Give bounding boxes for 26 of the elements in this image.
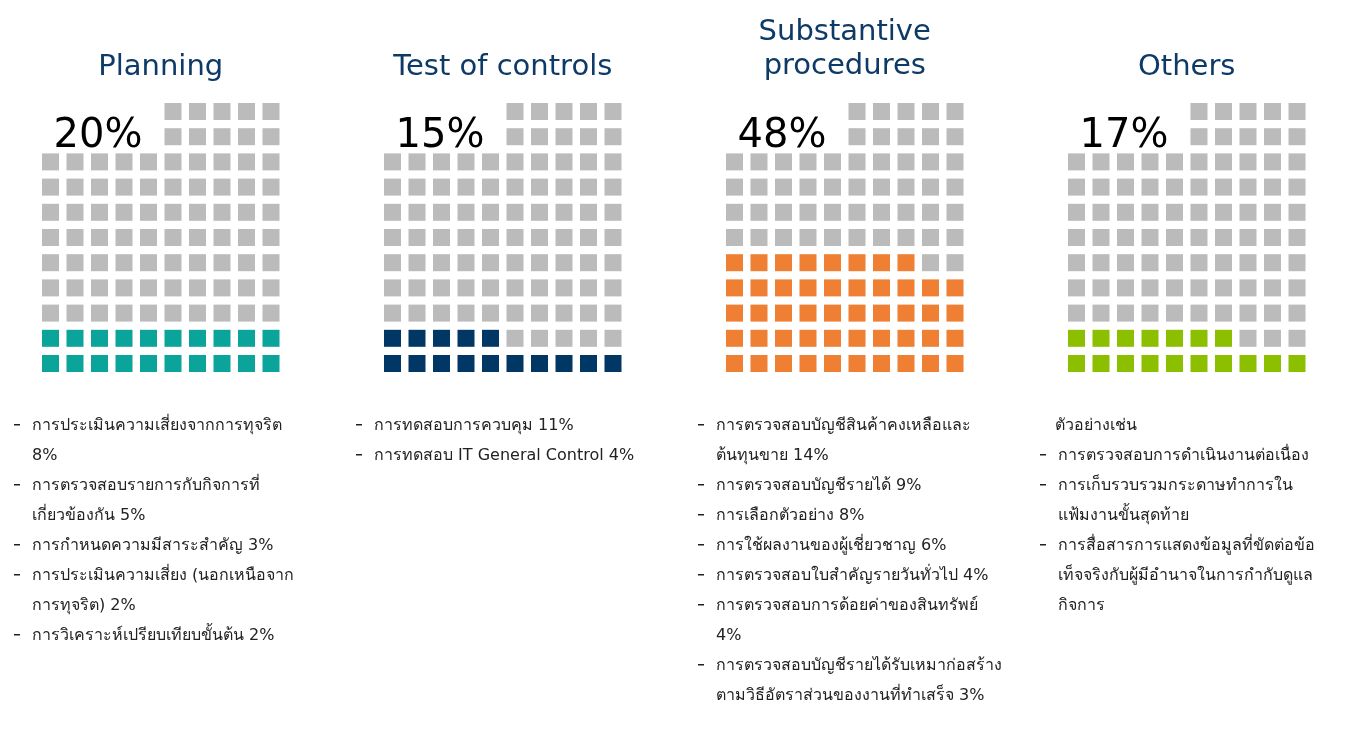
text: การทดสอบการควบคุม 11%	[374, 415, 574, 435]
text: การตรวจสอบการด้อยค่าของสินทรัพย์ 4%	[716, 595, 978, 644]
text: การตรวจสอบบัญชีรายได้รับเหมาก่อสร้างตามวิธีอัตราส่วนของงานที่ทำเสร็จ 3%	[716, 655, 1002, 704]
text: การเลือกตัวอย่าง 8%	[716, 505, 865, 524]
text: Planning	[98, 48, 224, 82]
text: การตรวจสอบการดำเนินงานต่อเนื่อง	[1058, 443, 1309, 464]
text: Substantive procedures	[758, 13, 931, 81]
text: Test of controls	[392, 48, 613, 82]
data-label: 15%	[395, 110, 485, 156]
text: การตรวจสอบบัญชีรายได้ 9%	[716, 475, 922, 494]
text: Others	[1138, 48, 1236, 82]
text: การประเมินความเสี่ยงจากการทุจริต 8%	[32, 413, 282, 464]
text: การตรวจสอบใบสำคัญรายวันทั่วไป 4%	[716, 563, 989, 584]
data-label: 48%	[737, 110, 827, 156]
text: การใช้ผลงานของผู้เชี่ยวชาญ 6%	[716, 533, 947, 555]
data-label: 17%	[1079, 110, 1169, 156]
text: การประเมินความเสี่ยง (นอกเหนือจากการทุจริต) 2%	[32, 563, 295, 615]
text: การสื่อสารการแสดงข้อมูลที่ขัดต่อข้อเท็จจริงกับผู้มีอำนาจในการกำกับดูแลกิจการ	[1058, 533, 1315, 614]
text: การตรวจสอบรายการกับกิจการที่เกี่ยวข้องกัน 5%	[32, 473, 260, 524]
text: การทดสอบ IT General Control 4%	[374, 445, 635, 464]
text: การตรวจสอบบัญชีสินค้าคงเหลือและต้นทุนขาย 14%	[716, 415, 971, 465]
text: การกำหนดความมีสาระสำคัญ 3%	[32, 535, 274, 554]
text: การวิเคราะห์เปรียบเทียบขั้นต้น 2%	[32, 623, 275, 644]
text: การเก็บรวบรวมกระดาษทำการในแฟ้มงานขั้นสุดท้าย	[1058, 474, 1293, 525]
text: ตัวอย่างเช่น	[1055, 415, 1137, 434]
data-label: 20%	[53, 110, 143, 156]
